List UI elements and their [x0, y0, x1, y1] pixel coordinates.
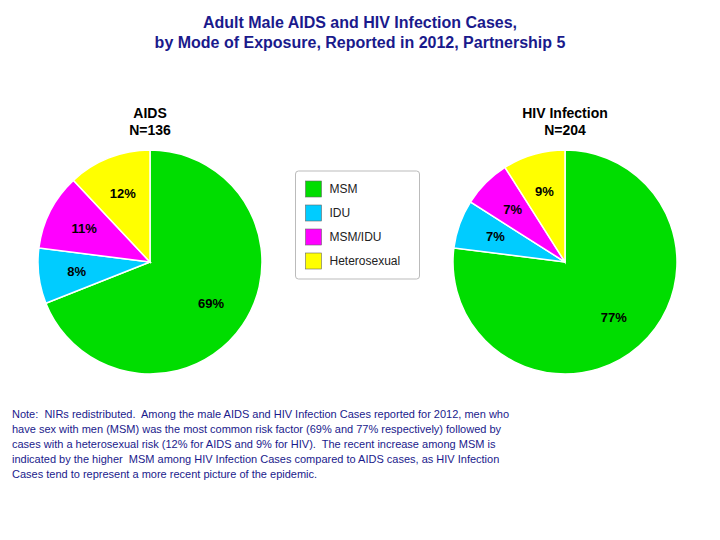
data-label: 12%: [110, 186, 136, 201]
pie-title: HIV InfectionN=204: [522, 105, 608, 138]
legend-swatch: [306, 229, 322, 245]
data-label: 11%: [71, 221, 97, 236]
data-label: 7%: [486, 229, 505, 244]
legend-entry: Heterosexual: [330, 254, 401, 268]
title: Adult Male AIDS and HIV Infection Cases,…: [155, 14, 566, 51]
data-label: 7%: [503, 202, 522, 217]
pie-slice: [73, 150, 150, 262]
note: Note: NIRs redistributed. Among the male…: [12, 408, 509, 480]
pie-title: AIDSN=136: [129, 105, 171, 138]
data-label: 9%: [535, 184, 554, 199]
data-labels: 77% 7% 7% 9%: [486, 184, 627, 325]
pie: AIDSN=136: [38, 105, 262, 374]
legend-frame: [296, 171, 420, 279]
legend-swatch: [306, 253, 322, 269]
pie-slice: [453, 150, 677, 374]
legend-entry: MSM: [330, 182, 358, 196]
data-label: 77%: [601, 310, 627, 325]
legend-swatch: [306, 181, 322, 197]
legend-entry: MSM/IDU: [330, 230, 382, 244]
data-labels: 69% 8% 11% 12%: [67, 186, 224, 311]
legend-swatch: [306, 205, 322, 221]
background: [0, 0, 720, 540]
data-label: 69%: [198, 296, 224, 311]
legend: MSM IDU MSM/IDU Heterosexual: [296, 171, 420, 279]
data-label: 8%: [67, 264, 86, 279]
chart: Adult Male AIDS and HIV Infection Cases,…: [0, 0, 720, 540]
pie: HIV InfectionN=204: [453, 105, 677, 374]
legend-entry: IDU: [330, 206, 351, 220]
